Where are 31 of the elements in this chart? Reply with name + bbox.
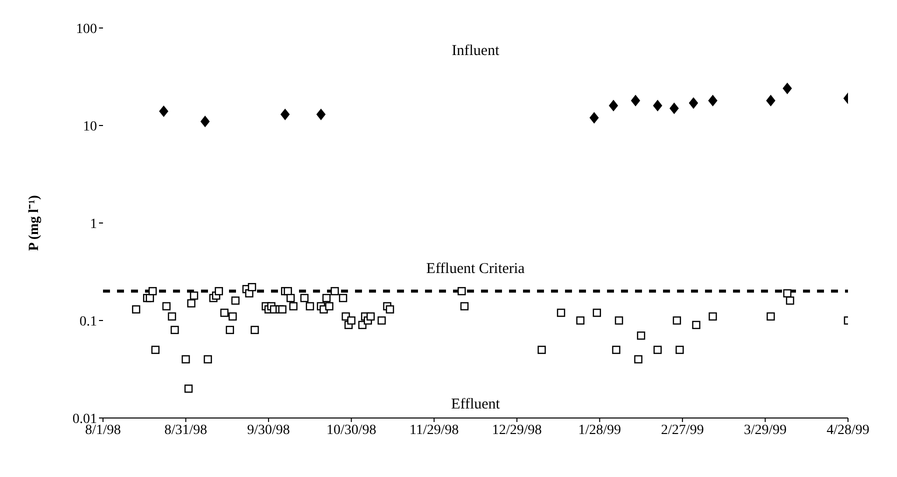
point <box>608 100 618 112</box>
point <box>631 95 640 106</box>
x-tick-label: 12/29/98 <box>492 422 542 438</box>
point <box>159 106 168 117</box>
y-tick-label: 10 <box>83 119 97 134</box>
x-tick-label: 4/28/99 <box>826 422 870 438</box>
x-tick-label: 8/31/98 <box>164 422 208 438</box>
point <box>200 116 210 127</box>
point <box>766 95 776 106</box>
x-tick-label: 1/28/99 <box>578 422 622 438</box>
annotation: Effluent <box>451 396 501 413</box>
x-tick-label: 9/30/98 <box>247 422 290 438</box>
x-tick-label: 3/29/99 <box>744 422 787 438</box>
point <box>590 112 599 124</box>
point <box>708 95 718 106</box>
point <box>653 100 662 112</box>
point <box>782 82 792 94</box>
x-tick-label: 8/1/98 <box>85 422 121 438</box>
point <box>688 98 698 109</box>
x-tick-label: 11/29/98 <box>409 422 459 438</box>
x-tick-label: 10/30/98 <box>326 422 376 438</box>
y-tick-label: 1 <box>90 216 97 232</box>
x-tick-label: 2/27/99 <box>661 422 704 438</box>
ref-line-label: Effluent Criteria <box>426 261 526 278</box>
point <box>670 102 679 114</box>
point <box>316 108 326 120</box>
y-axis-title: P (mg l⁻¹) <box>26 194 42 251</box>
y-tick-label: 0.1 <box>80 314 97 330</box>
annotation: Influent <box>452 43 500 60</box>
point <box>280 108 290 120</box>
y-tick-label: 100 <box>76 22 97 37</box>
